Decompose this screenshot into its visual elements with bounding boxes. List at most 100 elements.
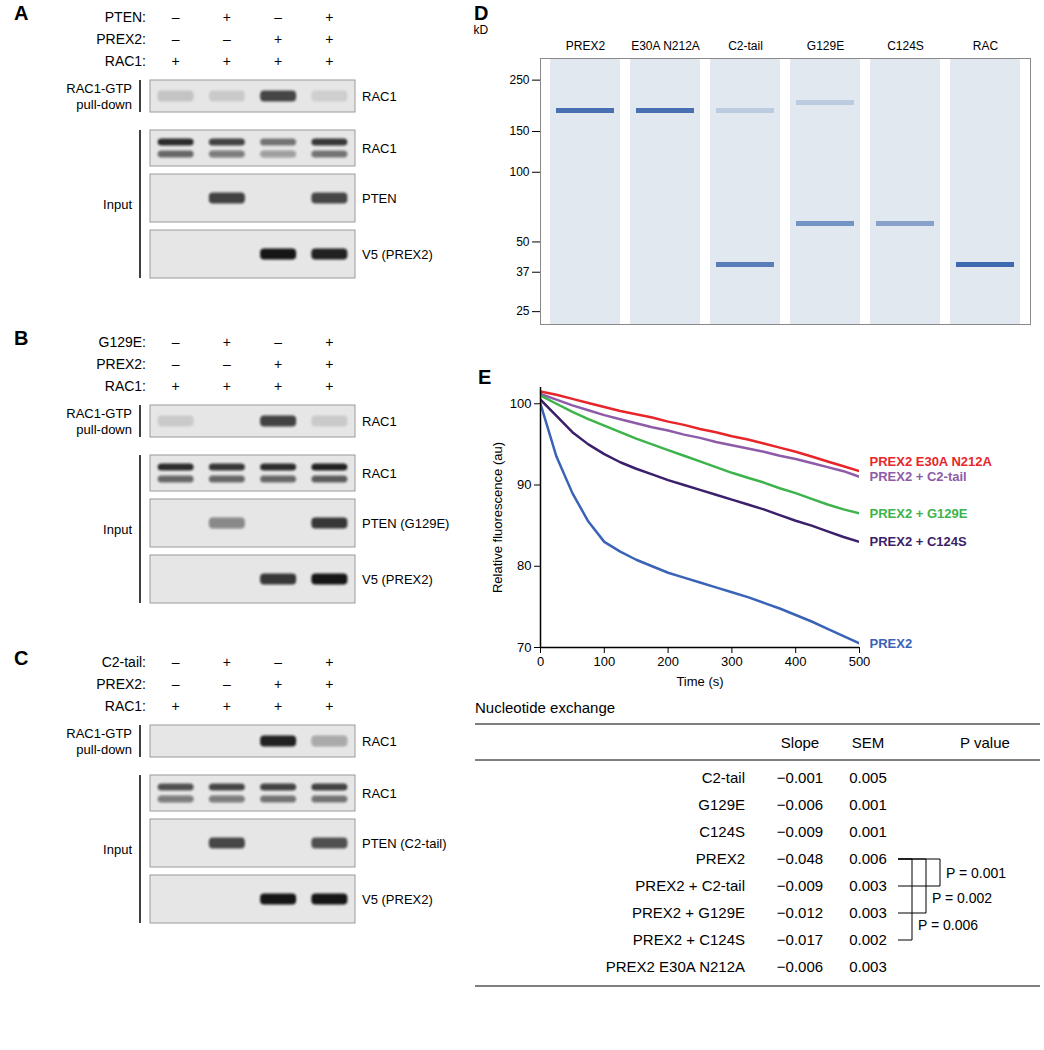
svg-text:G129E:: G129E: [99,334,146,350]
svg-text:PREX2 + C124S: PREX2 + C124S [633,931,745,948]
svg-text:–: – [172,31,180,47]
svg-text:0.003: 0.003 [849,877,887,894]
svg-text:+: + [274,378,282,394]
svg-text:+: + [325,676,333,692]
svg-text:+: + [274,53,282,69]
svg-text:E30A N212A: E30A N212A [631,39,700,53]
svg-text:PREX2: PREX2 [566,39,606,53]
svg-text:PREX2 + G129E: PREX2 + G129E [632,904,745,921]
svg-text:PREX2: PREX2 [870,636,913,651]
svg-text:V5 (PREX2): V5 (PREX2) [362,572,433,587]
svg-text:+: + [274,698,282,714]
svg-text:−0.009: −0.009 [777,823,823,840]
svg-text:PREX2 E30A N212A: PREX2 E30A N212A [870,454,993,469]
svg-text:0: 0 [537,654,544,669]
svg-text:B: B [14,327,28,349]
svg-text:–: – [172,334,180,350]
svg-text:RAC1-GTP: RAC1-GTP [66,81,132,96]
svg-text:RAC1:: RAC1: [105,378,146,394]
svg-text:RAC1-GTP: RAC1-GTP [66,406,132,421]
svg-text:+: + [172,698,180,714]
svg-text:P = 0.006: P = 0.006 [918,917,978,933]
svg-text:100: 100 [509,165,529,179]
svg-text:pull-down: pull-down [76,97,132,112]
svg-text:RAC1: RAC1 [362,414,397,429]
svg-text:V5 (PREX2): V5 (PREX2) [362,892,433,907]
svg-text:Input: Input [103,197,132,212]
svg-text:SEM: SEM [852,734,885,751]
svg-text:PTEN: PTEN [362,191,397,206]
svg-text:+: + [223,9,231,25]
svg-text:RAC1: RAC1 [362,466,397,481]
svg-text:0.005: 0.005 [849,769,887,786]
svg-text:PREX2: PREX2 [696,850,745,867]
svg-text:+: + [223,53,231,69]
svg-text:+: + [325,9,333,25]
svg-text:−0.006: −0.006 [777,796,823,813]
svg-text:V5 (PREX2): V5 (PREX2) [362,247,433,262]
svg-text:+: + [274,356,282,372]
svg-text:Input: Input [103,522,132,537]
svg-text:+: + [172,53,180,69]
svg-text:D: D [474,2,488,24]
svg-text:A: A [14,2,28,24]
svg-text:0.006: 0.006 [849,850,887,867]
svg-text:+: + [325,53,333,69]
svg-text:250: 250 [509,73,529,87]
svg-text:PREX2 + C2-tail: PREX2 + C2-tail [870,469,967,484]
svg-text:–: – [172,676,180,692]
svg-text:0.001: 0.001 [849,823,887,840]
svg-text:–: – [223,676,231,692]
svg-text:−0.017: −0.017 [777,931,823,948]
svg-text:Input: Input [103,842,132,857]
svg-text:–: – [274,334,282,350]
svg-text:PTEN (G129E): PTEN (G129E) [362,516,449,531]
svg-text:RAC1: RAC1 [362,786,397,801]
svg-text:P value: P value [960,734,1010,751]
svg-text:+: + [325,356,333,372]
svg-text:–: – [172,654,180,670]
svg-text:G129E: G129E [698,796,745,813]
svg-text:+: + [274,676,282,692]
svg-text:pull-down: pull-down [76,742,132,757]
svg-text:P = 0.001: P = 0.001 [946,865,1006,881]
svg-text:100: 100 [510,396,532,411]
svg-text:PTEN (C2-tail): PTEN (C2-tail) [362,836,447,851]
svg-text:PREX2:: PREX2: [96,356,146,372]
svg-text:PTEN:: PTEN: [105,9,146,25]
svg-text:RAC1: RAC1 [362,141,397,156]
svg-text:E: E [478,366,491,388]
svg-text:0.002: 0.002 [849,931,887,948]
svg-text:−0.006: −0.006 [777,958,823,975]
svg-text:200: 200 [657,654,679,669]
svg-text:+: + [274,31,282,47]
svg-text:PREX2 + C124S: PREX2 + C124S [870,534,968,549]
svg-text:150: 150 [509,124,529,138]
svg-text:−0.009: −0.009 [777,877,823,894]
svg-text:PREX2 E30A N212A: PREX2 E30A N212A [606,958,745,975]
svg-text:Relative fluorescence (au): Relative fluorescence (au) [490,442,505,593]
svg-text:–: – [274,654,282,670]
svg-text:0.003: 0.003 [849,958,887,975]
svg-text:pull-down: pull-down [76,422,132,437]
svg-text:80: 80 [517,558,531,573]
svg-text:C: C [14,647,28,669]
svg-text:+: + [325,654,333,670]
svg-text:Time (s): Time (s) [676,674,723,689]
svg-text:P = 0.002: P = 0.002 [932,890,992,906]
svg-text:0.001: 0.001 [849,796,887,813]
svg-text:+: + [325,31,333,47]
svg-text:–: – [172,356,180,372]
svg-text:RAC: RAC [973,39,999,53]
svg-text:RAC1:: RAC1: [105,53,146,69]
svg-text:+: + [223,378,231,394]
svg-text:Nucleotide exchange: Nucleotide exchange [475,699,615,716]
svg-text:300: 300 [721,654,743,669]
svg-text:PREX2:: PREX2: [96,31,146,47]
svg-text:+: + [223,698,231,714]
svg-text:G129E: G129E [807,39,844,53]
svg-text:–: – [172,9,180,25]
svg-text:–: – [274,9,282,25]
svg-text:+: + [325,334,333,350]
svg-text:37: 37 [516,265,530,279]
